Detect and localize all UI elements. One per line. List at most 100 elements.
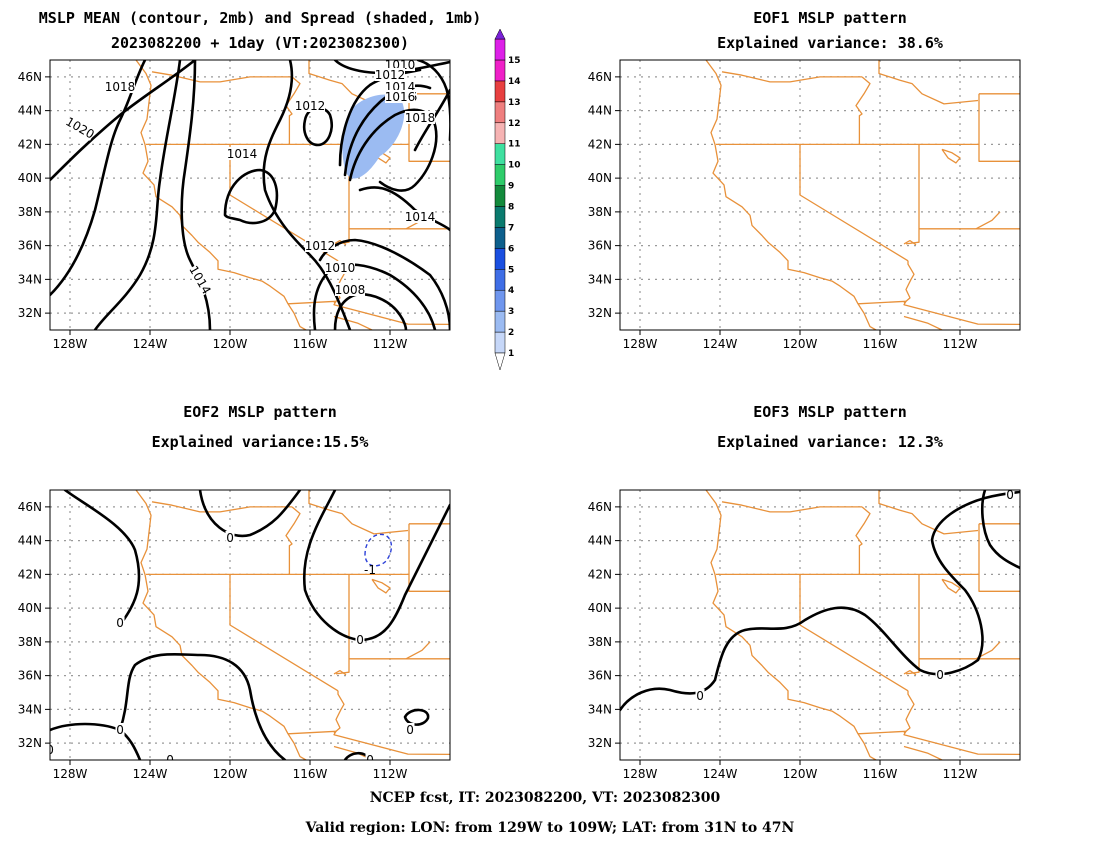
- panel3-subtitle: Explained variance:15.5%: [152, 433, 369, 451]
- mslp-mean-map: 1010 1012 1014 1016 1018 1018 1020 1014 1012 1012…: [18, 59, 451, 351]
- state-border: [903, 690, 915, 734]
- svg-text:1014: 1014: [186, 263, 213, 296]
- svg-text:0: 0: [366, 753, 374, 767]
- state-border: [975, 641, 1001, 660]
- lon-tick-label: 128W: [623, 337, 658, 351]
- colorbar-swatch: [494, 206, 506, 228]
- panel1-title: MSLP MEAN (contour, 2mb) and Spread (sha…: [39, 9, 482, 27]
- lon-tick-label: 120W: [213, 767, 248, 781]
- lat-tick-label: 38N: [588, 205, 612, 219]
- state-border: [975, 211, 1001, 230]
- colorbar-swatch: [494, 59, 506, 82]
- lat-tick-label: 42N: [588, 567, 612, 581]
- svg-text:0: 0: [696, 689, 704, 703]
- colorbar-swatch: [494, 143, 506, 165]
- lat-tick-label: 32N: [588, 736, 612, 750]
- contour-line: [338, 68, 422, 167]
- contour-label: 1016: [385, 90, 416, 104]
- state-border: [705, 60, 877, 330]
- colorbar-swatch: [494, 185, 506, 207]
- lat-tick-label: 44N: [588, 104, 612, 118]
- state-border: [229, 144, 339, 262]
- state-border: [799, 144, 909, 262]
- colorbar-label: 8: [508, 202, 514, 212]
- contour-line: [50, 722, 142, 760]
- svg-text:1016: 1016: [385, 90, 416, 104]
- state-border: [287, 300, 450, 326]
- svg-text:1018: 1018: [405, 111, 436, 125]
- lat-tick-label: 36N: [588, 669, 612, 683]
- lat-tick-label: 38N: [18, 635, 42, 649]
- state-border: [229, 574, 339, 692]
- colorbar-label: 3: [508, 307, 514, 317]
- lat-tick-label: 34N: [18, 702, 42, 716]
- panel1-subtitle: 2023082200 + 1day (VT:2023082300): [111, 34, 409, 52]
- panel3-title: EOF2 MSLP pattern: [183, 403, 337, 421]
- colorbar-label: 2: [508, 328, 514, 338]
- colorbar-label: 13: [508, 98, 521, 108]
- state-border: [905, 144, 920, 245]
- contour-label: 1008: [335, 283, 365, 297]
- state-border: [285, 506, 301, 575]
- state-border: [287, 730, 450, 756]
- svg-text:1018: 1018: [105, 80, 136, 94]
- lat-tick-label: 32N: [588, 306, 612, 320]
- panel2-title: EOF1 MSLP pattern: [753, 9, 907, 27]
- state-border: [135, 60, 307, 330]
- contour-line: [318, 238, 450, 330]
- state-border: [151, 71, 292, 83]
- state-border: [705, 490, 877, 760]
- lon-tick-label: 116W: [293, 767, 328, 781]
- negative-contour: [364, 533, 393, 567]
- lat-tick-label: 38N: [588, 635, 612, 649]
- lon-tick-label: 128W: [53, 767, 88, 781]
- colorbar-swatch: [494, 331, 506, 354]
- colorbar-label: 4: [508, 286, 514, 296]
- svg-text:0: 0: [116, 723, 124, 737]
- lat-tick-label: 42N: [18, 137, 42, 151]
- lon-tick-label: 116W: [293, 337, 328, 351]
- lon-tick-label: 124W: [703, 767, 738, 781]
- lat-tick-label: 34N: [18, 272, 42, 286]
- contour-line: [333, 293, 408, 330]
- footer-valid-region: Valid region: LON: from 129W to 109W; LA…: [305, 820, 795, 836]
- contour-label: 1010: [325, 261, 356, 275]
- svg-text:1020: 1020: [63, 114, 96, 141]
- colorbar-label: 5: [508, 265, 514, 275]
- contour-label: 0: [115, 723, 125, 737]
- contour-line: [198, 490, 302, 538]
- colorbar-swatch: [494, 289, 506, 312]
- contour-label: 0: [405, 723, 415, 737]
- contour-label: 0: [935, 668, 945, 682]
- state-border: [878, 490, 979, 535]
- contour-line: [358, 186, 450, 232]
- lat-tick-label: 36N: [588, 239, 612, 253]
- map-frame: [49, 489, 451, 761]
- lon-tick-label: 116W: [863, 767, 898, 781]
- state-border: [135, 490, 307, 760]
- svg-text:1010: 1010: [325, 261, 356, 275]
- svg-text:0: 0: [116, 616, 124, 630]
- lat-tick-label: 42N: [588, 137, 612, 151]
- lon-tick-label: 124W: [703, 337, 738, 351]
- svg-text:0: 0: [166, 753, 174, 767]
- state-border: [408, 523, 450, 592]
- colorbar-top-arrow: [494, 28, 506, 40]
- eof2-map: 0 0 0 0 0 0 0 -1 0 32N 34N 36N 38N 40N 42N 44N 46N 128W 12…: [18, 489, 451, 781]
- lat-tick-label: 32N: [18, 736, 42, 750]
- contour-label: 1014: [227, 147, 257, 161]
- colorbar-swatch: [494, 227, 506, 249]
- colorbar-swatch: [494, 80, 506, 103]
- contour-line: [312, 263, 437, 330]
- contour-label: 1014: [405, 210, 435, 224]
- lat-tick-label: 40N: [18, 601, 42, 615]
- contour-line: [223, 168, 279, 225]
- state-border: [903, 315, 943, 330]
- svg-text:0: 0: [406, 723, 414, 737]
- colorbar-bottom-arrow: [494, 352, 506, 371]
- lon-tick-label: 116W: [863, 337, 898, 351]
- lat-tick-label: 40N: [588, 171, 612, 185]
- colorbar-label: 10: [508, 161, 521, 171]
- colorbar-swatch: [494, 248, 506, 270]
- contour-line: [262, 60, 352, 330]
